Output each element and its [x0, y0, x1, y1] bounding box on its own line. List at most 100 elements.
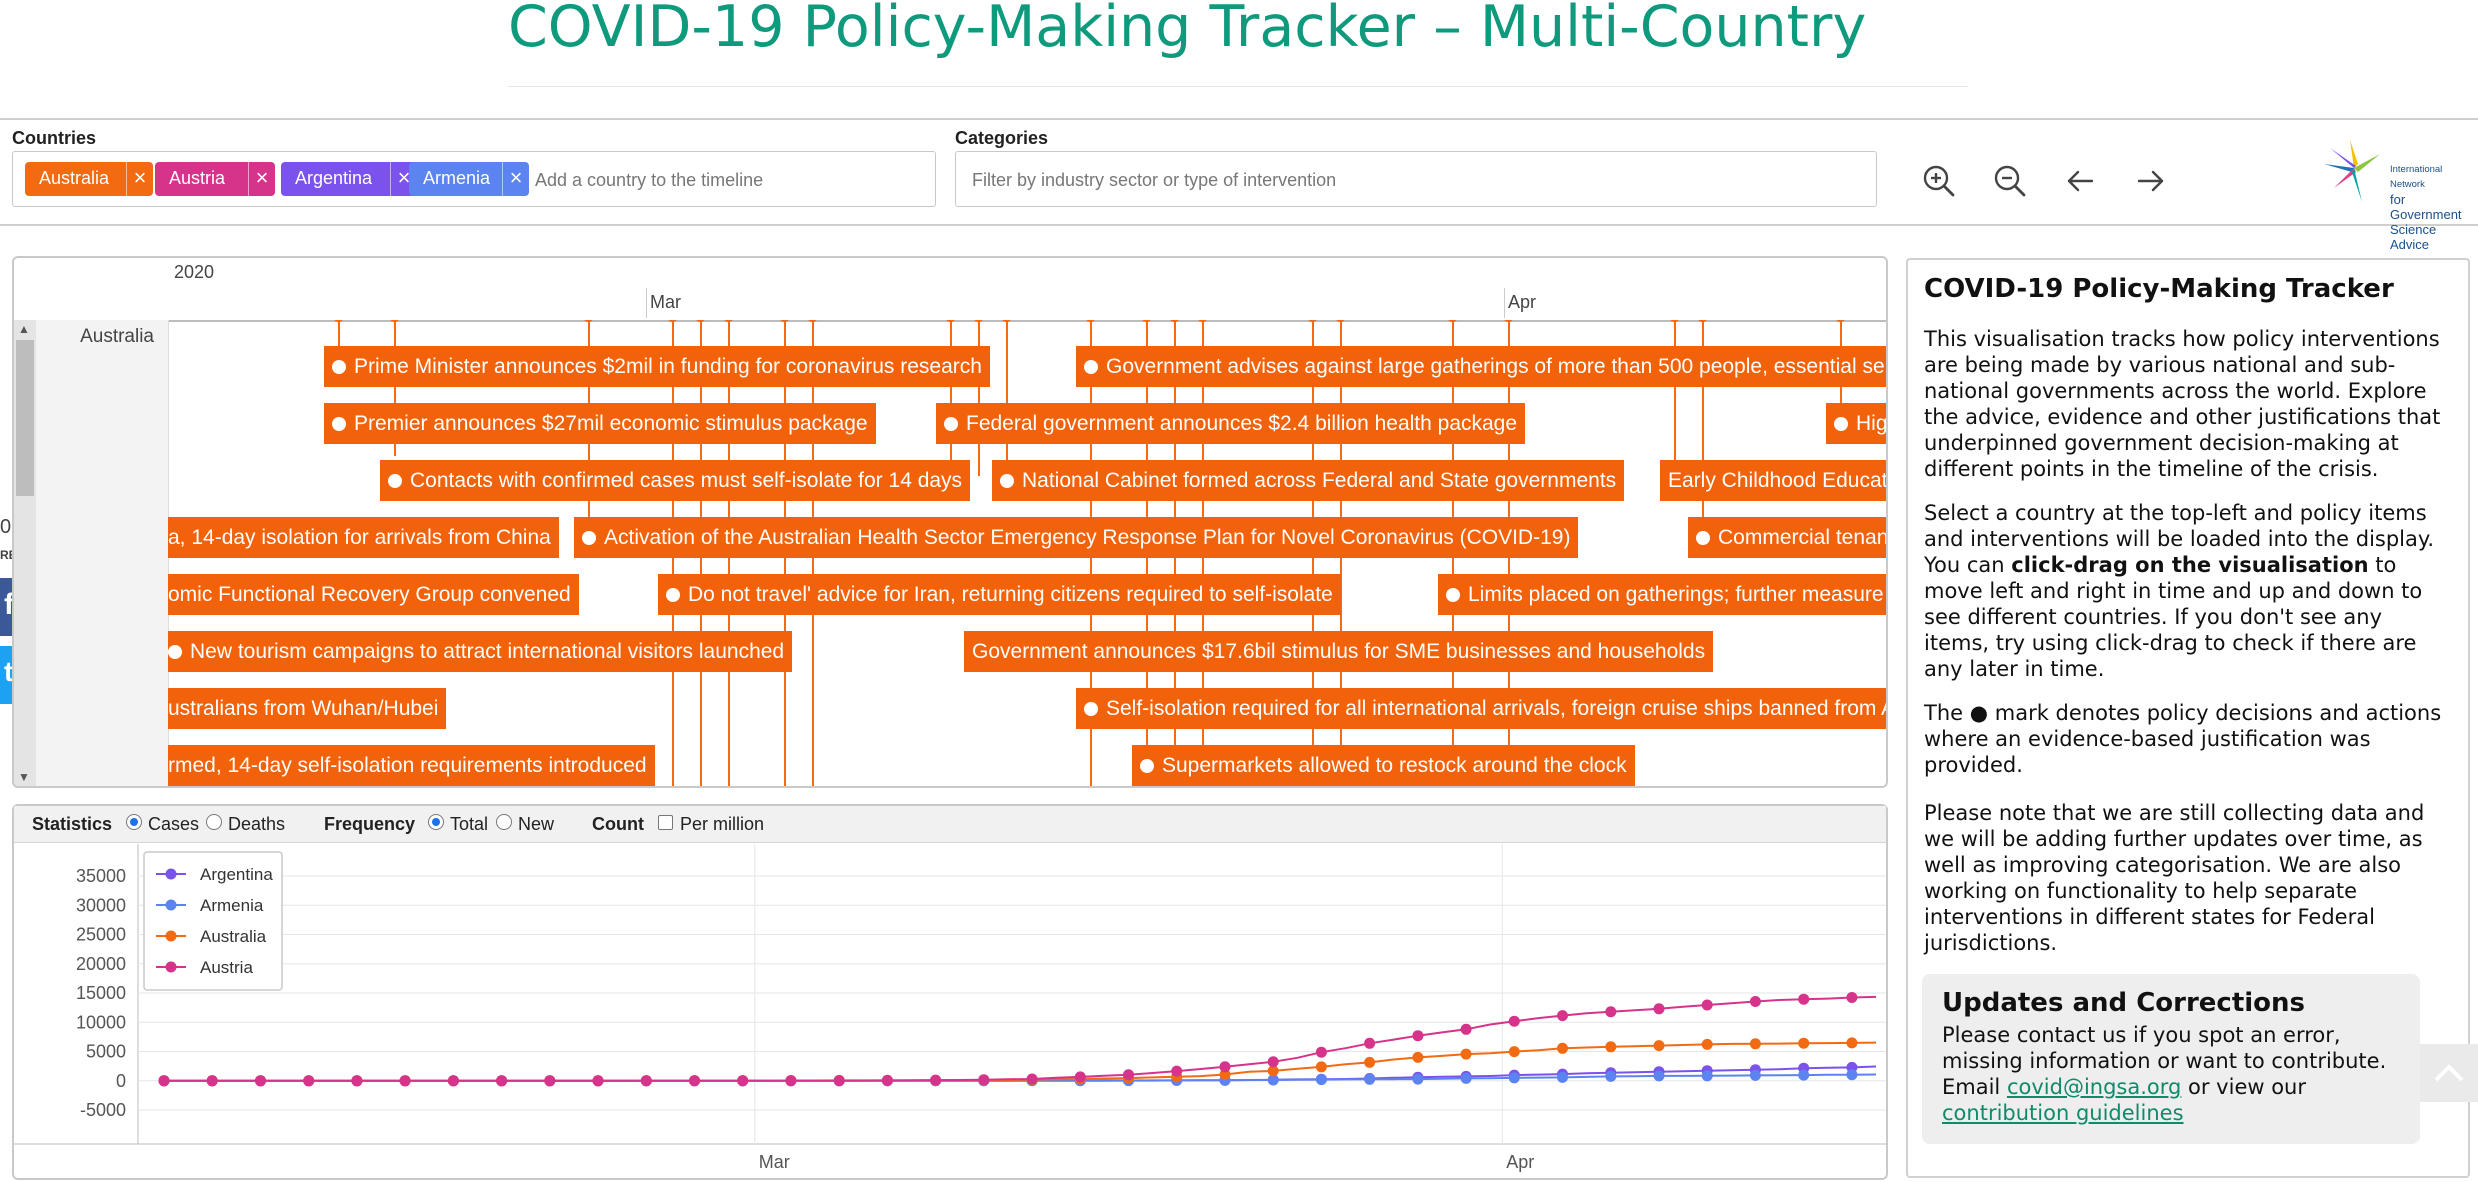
- policy-event[interactable]: Contacts with confirmed cases must self-…: [380, 460, 971, 501]
- data-point: [544, 1075, 556, 1087]
- policy-event[interactable]: National Cabinet formed across Federal a…: [992, 460, 1625, 501]
- event-marker[interactable]: [807, 320, 818, 322]
- category-filter-input[interactable]: [970, 164, 1854, 196]
- event-marker[interactable]: [1307, 320, 1318, 322]
- event-marker[interactable]: [1669, 320, 1680, 322]
- data-point: [1846, 992, 1858, 1003]
- event-marker[interactable]: [723, 320, 734, 322]
- event-marker[interactable]: [973, 320, 984, 322]
- pan-right-button[interactable]: [2126, 156, 2176, 206]
- event-marker[interactable]: [1169, 320, 1180, 322]
- event-stem: [1702, 320, 1704, 546]
- event-marker[interactable]: [1197, 320, 1208, 322]
- policy-event[interactable]: Do not travel' advice for Iran, returnin…: [658, 574, 1341, 615]
- event-marker[interactable]: [945, 320, 956, 322]
- data-point: [1508, 1015, 1520, 1027]
- cases-chart[interactable]: 35000 30000 25000 20000 15000 10000 5000 0 -5000…: [14, 844, 1886, 1176]
- text-span: Select a country at the top-left and pol…: [1924, 501, 2434, 577]
- new-radio[interactable]: [496, 814, 512, 830]
- chip-label: Armenia: [423, 168, 491, 188]
- policy-event[interactable]: Hig: [1826, 403, 1886, 444]
- policy-event[interactable]: omic Functional Recovery Group convened: [168, 574, 579, 615]
- country-chip-austria: Austria ×: [155, 162, 275, 196]
- data-point: [1846, 1069, 1858, 1081]
- scroll-to-top-button[interactable]: [2420, 1044, 2478, 1102]
- timeline-scrollbar[interactable]: ▲ ▼: [14, 320, 36, 786]
- legend-label: Austria: [200, 958, 253, 977]
- event-marker[interactable]: [1835, 320, 1846, 322]
- event-marker[interactable]: [1141, 320, 1152, 322]
- policy-event[interactable]: a, 14-day isolation for arrivals from Ch…: [168, 517, 559, 558]
- event-marker[interactable]: [1001, 320, 1012, 322]
- event-label: Government announces $17.6bil stimulus f…: [972, 640, 1706, 663]
- event-marker[interactable]: [1447, 320, 1458, 322]
- scroll-down-icon[interactable]: ▼: [18, 770, 30, 784]
- chart-grid: [14, 844, 1886, 1145]
- event-marker[interactable]: [1503, 320, 1514, 322]
- legend-box: [143, 851, 283, 991]
- data-point: [1460, 1072, 1472, 1084]
- scroll-up-icon[interactable]: ▲: [18, 322, 30, 336]
- event-label: Premier announces $27mil economic stimul…: [354, 412, 868, 435]
- policy-event[interactable]: Government advises against large gatheri…: [1076, 346, 1886, 387]
- remove-country-icon[interactable]: ×: [390, 162, 417, 196]
- policy-event[interactable]: Commercial tenan: [1688, 517, 1886, 558]
- event-marker[interactable]: [1697, 320, 1708, 322]
- policy-event[interactable]: New tourism campaigns to attract interna…: [168, 631, 793, 672]
- policy-event[interactable]: Limits placed on gatherings; further mea…: [1438, 574, 1886, 615]
- event-label: New tourism campaigns to attract interna…: [190, 640, 785, 663]
- policy-event[interactable]: rmed, 14-day self-isolation requirements…: [168, 745, 655, 786]
- policy-event[interactable]: Federal government announces $2.4 billio…: [936, 403, 1526, 444]
- timeline-year-label: 2020: [174, 262, 215, 282]
- policy-event[interactable]: ustralians from Wuhan/Hubei: [168, 688, 447, 729]
- y-tick-label: 15000: [76, 983, 126, 1003]
- add-country-input[interactable]: [533, 164, 917, 196]
- facebook-icon: f: [4, 588, 14, 621]
- data-point: [1701, 1070, 1713, 1082]
- remove-country-icon[interactable]: ×: [502, 162, 529, 196]
- policy-event[interactable]: Prime Minister announces $2mil in fundin…: [324, 346, 990, 387]
- policy-event[interactable]: Self-isolation required for all internat…: [1076, 688, 1886, 729]
- zoom-out-button[interactable]: [1985, 156, 2035, 206]
- remove-country-icon[interactable]: ×: [126, 162, 153, 196]
- policy-event[interactable]: Activation of the Australian Health Sect…: [574, 517, 1579, 558]
- event-label: Federal government announces $2.4 billio…: [966, 412, 1518, 435]
- policy-event[interactable]: Government announces $17.6bil stimulus f…: [964, 631, 1714, 672]
- countries-selector[interactable]: Australia × Austria × Argentina × Armeni…: [12, 151, 936, 207]
- email-link[interactable]: covid@ingsa.org: [2006, 1075, 2182, 1099]
- total-radio[interactable]: [428, 814, 444, 830]
- event-marker[interactable]: [1085, 320, 1096, 322]
- data-point: [1412, 1073, 1424, 1085]
- event-marker[interactable]: [667, 320, 678, 322]
- month-gridline: [646, 288, 647, 318]
- event-marker[interactable]: [695, 320, 706, 322]
- policy-event[interactable]: Premier announces $27mil economic stimul…: [324, 403, 876, 444]
- event-marker[interactable]: [1335, 320, 1346, 322]
- data-point: [1219, 1069, 1231, 1080]
- pan-left-button[interactable]: [2055, 156, 2105, 206]
- event-marker[interactable]: [389, 320, 400, 322]
- policy-timeline[interactable]: 2020 Mar Apr ▲ ▼ Australia: [12, 256, 1888, 788]
- cases-radio[interactable]: [126, 814, 142, 830]
- evidence-dot-icon: [332, 360, 346, 374]
- zoom-in-button[interactable]: [1914, 156, 1964, 206]
- deaths-radio[interactable]: [206, 814, 222, 830]
- text-span: to move left and right in time and up an…: [1924, 553, 2423, 681]
- data-point: [1557, 1071, 1568, 1083]
- data-point: [1315, 1046, 1327, 1058]
- timeline-country-label: Australia: [80, 326, 154, 347]
- event-marker[interactable]: [333, 320, 344, 322]
- scrollbar-thumb[interactable]: [16, 340, 34, 496]
- remove-country-icon[interactable]: ×: [248, 162, 275, 196]
- categories-selector[interactable]: [955, 151, 1877, 207]
- policy-event[interactable]: Supermarkets allowed to restock around t…: [1132, 745, 1635, 786]
- per-million-checkbox[interactable]: [658, 815, 673, 830]
- event-marker[interactable]: [779, 320, 790, 322]
- data-point: [833, 1075, 845, 1087]
- contribution-guidelines-link[interactable]: contribution guidelines: [1942, 1101, 2184, 1125]
- timeline-canvas[interactable]: Prime Minister announces $2mil in fundin…: [168, 320, 1886, 786]
- policy-event[interactable]: Early Childhood Educat: [1660, 460, 1886, 501]
- event-label: a, 14-day isolation for arrivals from Ch…: [168, 526, 551, 549]
- event-marker[interactable]: [583, 320, 594, 322]
- y-tick-label: 30000: [76, 895, 126, 915]
